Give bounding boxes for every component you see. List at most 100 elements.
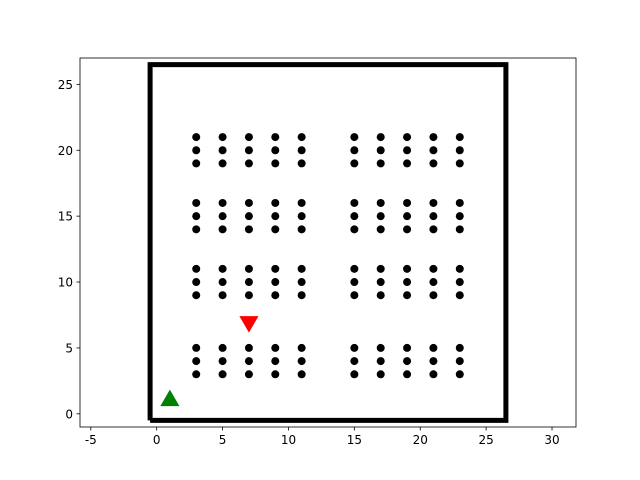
x-tick-label: 0 (153, 433, 161, 447)
point (244, 370, 253, 379)
point (271, 291, 280, 300)
point (403, 264, 412, 273)
point (271, 357, 280, 366)
point (271, 370, 280, 379)
point (376, 264, 385, 273)
point (350, 212, 359, 221)
point (376, 159, 385, 168)
point (218, 133, 227, 142)
point (192, 225, 201, 234)
point (455, 370, 464, 379)
point (403, 357, 412, 366)
point (244, 159, 253, 168)
point (455, 291, 464, 300)
point (218, 159, 227, 168)
point (403, 370, 412, 379)
point (455, 357, 464, 366)
point (403, 159, 412, 168)
point (244, 133, 253, 142)
point (455, 212, 464, 221)
point (297, 264, 306, 273)
point (297, 225, 306, 234)
y-tick-label: 0 (65, 407, 73, 421)
point (271, 133, 280, 142)
point (192, 278, 201, 287)
point (297, 198, 306, 207)
point (429, 198, 438, 207)
point (271, 198, 280, 207)
point (455, 225, 464, 234)
point (244, 357, 253, 366)
point (218, 370, 227, 379)
point (192, 159, 201, 168)
point (192, 370, 201, 379)
point (455, 133, 464, 142)
point (297, 291, 306, 300)
boundary-line (147, 62, 509, 423)
point (244, 264, 253, 273)
point (376, 146, 385, 155)
point (192, 343, 201, 352)
point (244, 212, 253, 221)
point (429, 225, 438, 234)
point (218, 212, 227, 221)
point (192, 133, 201, 142)
y-tick-label: 25 (58, 78, 73, 92)
point (271, 278, 280, 287)
point (455, 278, 464, 287)
point (376, 343, 385, 352)
point (350, 225, 359, 234)
point (244, 198, 253, 207)
y-tick-label: 5 (65, 341, 73, 355)
point (429, 212, 438, 221)
point (429, 133, 438, 142)
point (218, 278, 227, 287)
point (271, 225, 280, 234)
point (350, 159, 359, 168)
point (192, 146, 201, 155)
point (244, 146, 253, 155)
point (244, 291, 253, 300)
point (218, 146, 227, 155)
point (350, 343, 359, 352)
point (218, 357, 227, 366)
point (192, 212, 201, 221)
point (455, 159, 464, 168)
point (429, 264, 438, 273)
point (376, 198, 385, 207)
agent-marker (160, 389, 180, 407)
point (297, 278, 306, 287)
point (297, 357, 306, 366)
x-tick-label: 25 (478, 433, 493, 447)
point (376, 225, 385, 234)
point (429, 146, 438, 155)
point (429, 159, 438, 168)
point (403, 133, 412, 142)
point (429, 370, 438, 379)
point (455, 264, 464, 273)
point (429, 291, 438, 300)
point (271, 343, 280, 352)
point (218, 343, 227, 352)
point (297, 343, 306, 352)
y-tick-label: 20 (58, 144, 73, 158)
x-tick-label: 15 (347, 433, 362, 447)
point (350, 291, 359, 300)
point (429, 278, 438, 287)
point (403, 291, 412, 300)
x-tick-label: 5 (219, 433, 227, 447)
point (271, 159, 280, 168)
y-tick-label: 10 (58, 276, 73, 290)
point (218, 198, 227, 207)
point (350, 357, 359, 366)
point (218, 291, 227, 300)
point (376, 370, 385, 379)
point (350, 278, 359, 287)
point (455, 343, 464, 352)
point (376, 357, 385, 366)
point (271, 212, 280, 221)
point (455, 146, 464, 155)
point (192, 264, 201, 273)
point (350, 370, 359, 379)
